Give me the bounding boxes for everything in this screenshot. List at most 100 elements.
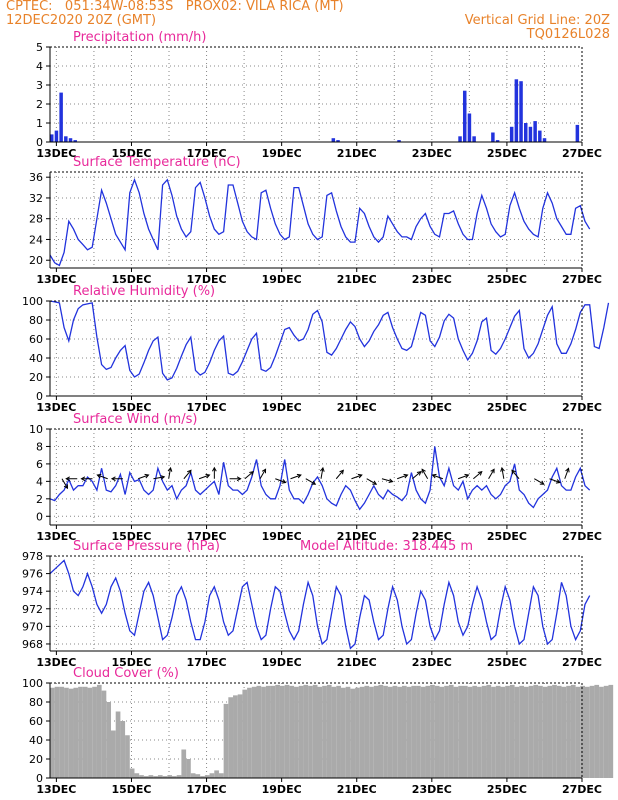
cloud-bar	[317, 686, 323, 778]
precip-bar	[519, 81, 523, 142]
panel-title: Relative Humidity (%)	[73, 284, 215, 299]
wind-arrow-head	[281, 479, 287, 484]
precip-bar	[73, 140, 77, 142]
cloud-bar	[331, 686, 337, 778]
xtick-label: 27DEC	[562, 656, 602, 669]
ytick-label: 100	[22, 677, 43, 690]
cloud-bar	[115, 711, 121, 778]
panel-rh: 0 20 40 60 80 100 13DEC 15DEC 17DEC 19DEC 21DEC 23D…	[22, 284, 610, 414]
cloud-bar	[425, 685, 431, 778]
ytick-label: 20	[29, 753, 43, 766]
wind-arrow-shaft	[549, 478, 561, 483]
xtick-label: 25DEC	[487, 401, 527, 414]
ytick-label: 968	[22, 638, 43, 651]
panel-temp: 20 24 28 32 36 13DEC 15DEC 17DEC 19DEC 21DEC 23DEC…	[29, 155, 602, 286]
cloud-bar	[378, 684, 384, 778]
wind-arrow-head	[464, 473, 470, 479]
wind-arrow-head	[357, 473, 363, 479]
cloud-bar	[270, 685, 276, 778]
cloud-bar	[467, 686, 473, 778]
wind-arrow-head	[160, 475, 166, 480]
cloud-bar	[326, 684, 332, 778]
cloud-bar	[364, 685, 370, 778]
cloud-bar	[444, 685, 449, 778]
cloud-bar	[209, 773, 215, 778]
cloud-bar	[481, 685, 487, 778]
xtick-label: 19DEC	[262, 273, 302, 286]
precip-bar	[514, 79, 519, 142]
panel-title: Precipitation (mm/h)	[73, 30, 206, 45]
xtick-label: 15DEC	[111, 656, 151, 669]
precip-bar	[54, 130, 59, 142]
wind-arrow-shaft	[397, 474, 408, 480]
cloud-bar	[223, 703, 229, 778]
precip-bar	[495, 140, 500, 142]
cloud-bar	[336, 685, 341, 778]
xtick-label: 21DEC	[337, 656, 377, 669]
wind-arrow-head	[187, 469, 192, 475]
wind-arrow-shaft	[412, 471, 422, 480]
wind-arrow	[457, 473, 470, 480]
wind-arrow-head	[80, 476, 86, 482]
ytick-label: 8	[36, 440, 43, 453]
wind-arrow	[259, 468, 267, 479]
wind-arrow-head	[372, 480, 378, 485]
cloud-bar	[439, 686, 445, 778]
xtick-label: 23DEC	[412, 656, 452, 669]
xtick-label: 17DEC	[187, 147, 227, 160]
wind-arrow-head	[403, 473, 409, 479]
cloud-bar	[373, 685, 379, 778]
ytick-label: 0	[36, 772, 43, 785]
pres-line	[49, 559, 591, 650]
ytick-label: 0	[36, 136, 43, 149]
cloud-bar	[322, 685, 327, 778]
cloud-bar	[148, 775, 154, 778]
wind-arrow-head	[421, 468, 426, 474]
wind-arrow	[153, 475, 166, 480]
cloud-bar	[448, 684, 454, 778]
xtick-label: 25DEC	[487, 147, 527, 160]
precip-bar	[397, 140, 401, 142]
ytick-label: 4	[36, 60, 43, 73]
wind-arrow	[335, 469, 344, 480]
cloud-bar	[500, 686, 506, 778]
xtick-label: 27DEC	[562, 147, 602, 160]
cloud-bar	[401, 685, 407, 778]
cloud-bar	[59, 686, 65, 778]
cloud-bar	[570, 684, 576, 778]
ytick-label: 0	[36, 390, 43, 403]
ytick-label: 978	[22, 550, 43, 563]
precip-bar	[523, 123, 528, 142]
wind-arrow-shaft	[511, 469, 520, 480]
wind-arrow-shaft	[432, 474, 444, 480]
wind-arrow-head	[320, 466, 325, 472]
cloud-bar	[355, 687, 360, 778]
xtick-label: 15DEC	[111, 273, 151, 286]
xtick-label: 13DEC	[36, 273, 76, 286]
cloud-bar	[64, 687, 69, 778]
precip-bar	[64, 136, 68, 142]
xtick-label: 17DEC	[187, 656, 227, 669]
cloud-bar	[477, 686, 482, 778]
cloud-bar	[200, 776, 205, 778]
wind-arrow	[320, 466, 325, 479]
ytick-label: 20	[29, 254, 43, 267]
cloud-bar	[359, 686, 365, 778]
cloud-bar	[181, 749, 187, 778]
wind-arrow	[431, 473, 444, 480]
wind-arrow-shaft	[564, 468, 569, 479]
wind-arrow	[211, 466, 217, 479]
xtick-label: 15DEC	[111, 530, 151, 543]
xtick-label: 13DEC	[36, 656, 76, 669]
xtick-label: 19DEC	[262, 147, 302, 160]
cloud-bar	[528, 685, 534, 778]
cloud-bar	[228, 697, 234, 778]
xtick-label: 13DEC	[36, 147, 76, 160]
cloud-bar	[92, 686, 97, 778]
precip-bar	[491, 132, 495, 142]
cloud-bar	[157, 775, 163, 778]
wind-arrow-head	[388, 478, 394, 484]
cloud-bar	[430, 684, 435, 778]
cloud-bar	[242, 689, 248, 778]
